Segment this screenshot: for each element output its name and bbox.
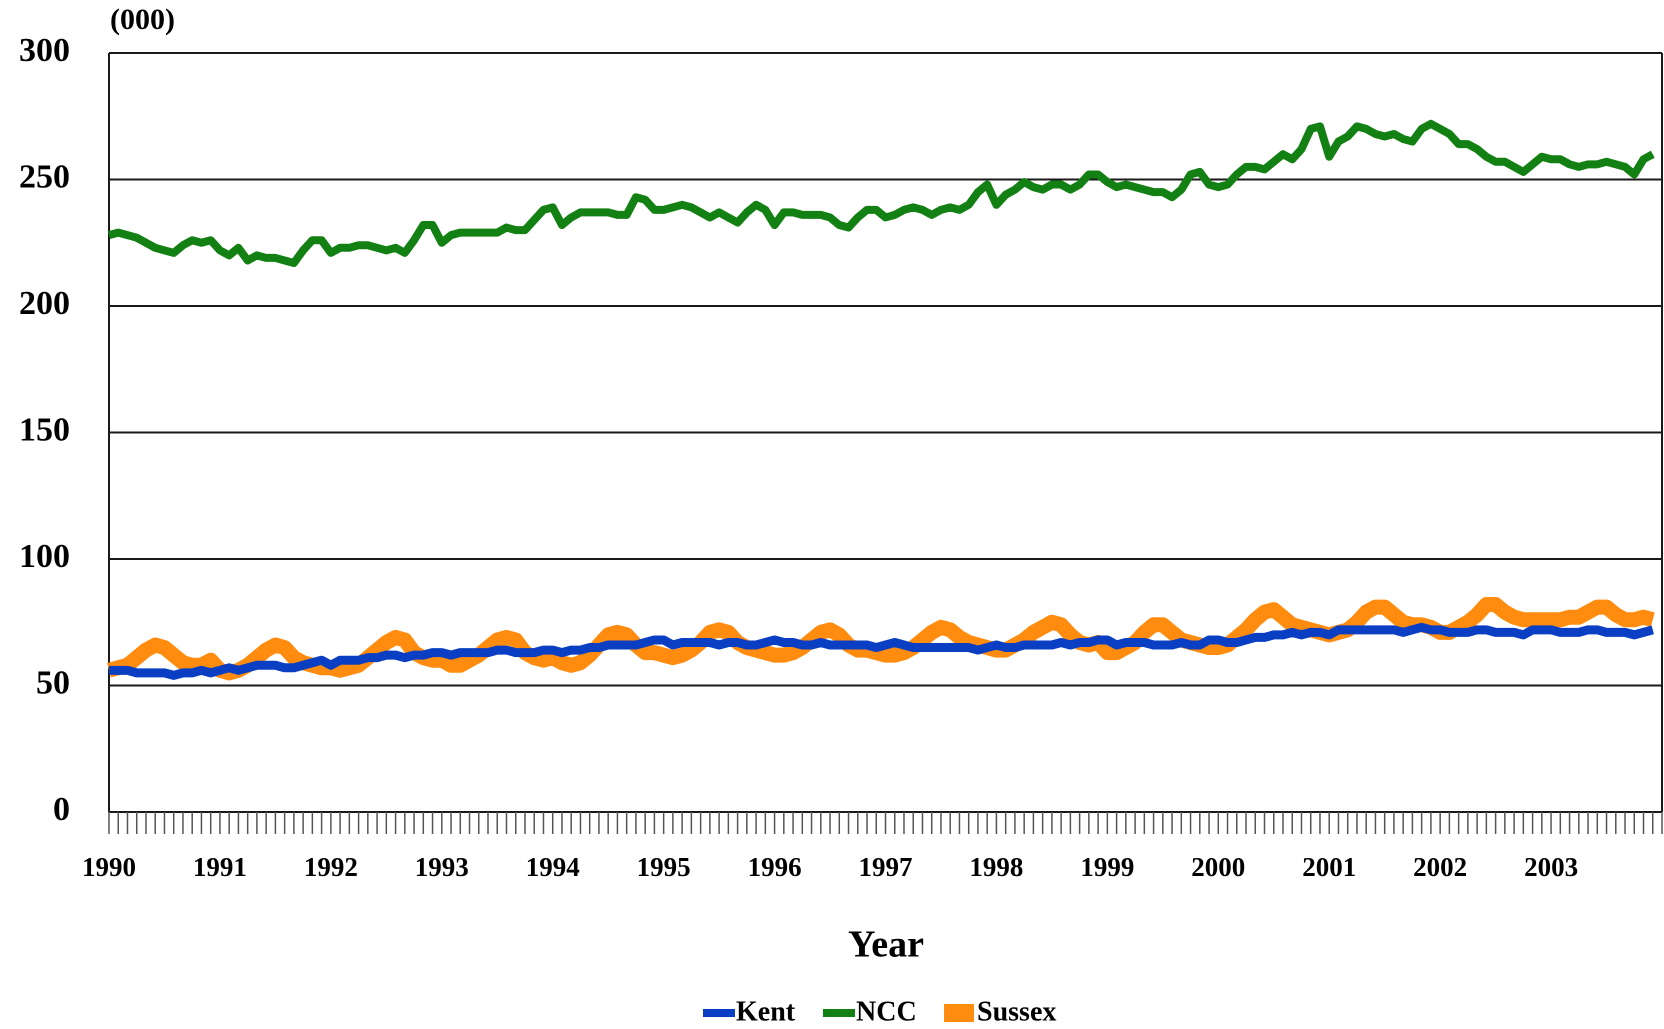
x-tick-label: 2003 [1524,852,1578,882]
x-tick-label: 1991 [193,852,247,882]
x-tick-label: 1995 [637,852,691,882]
x-tick-label: 1994 [526,852,580,882]
y-tick-label: 300 [19,32,70,69]
y-tick-label: 100 [19,538,70,575]
legend-swatch [944,1004,974,1022]
x-tick-label: 1992 [304,852,358,882]
x-tick-label: 1998 [969,852,1023,882]
y-tick-label: 200 [19,285,70,322]
legend-label: Sussex [977,996,1056,1027]
x-tick-label: 1997 [859,852,913,882]
y-tick-label: 50 [36,664,70,701]
x-tick-label: 1993 [415,852,469,882]
x-tick-label: 1990 [82,852,136,882]
series-line [107,119,1655,267]
y-tick-label: 0 [53,791,70,828]
legend-label: NCC [856,996,917,1027]
y-tick-label: 150 [19,411,70,448]
x-axis-label: Year [848,924,924,966]
series-line [109,622,1654,680]
x-tick-label: 2002 [1413,852,1467,882]
y-tick-label: 250 [19,158,70,195]
x-tick-label: 1999 [1080,852,1134,882]
x-tick-label: 2000 [1191,852,1245,882]
y-unit: (000) [110,3,175,36]
x-tick-label: 1996 [748,852,802,882]
x-tick-label: 2001 [1302,852,1356,882]
legend-label: Kent [736,996,796,1027]
